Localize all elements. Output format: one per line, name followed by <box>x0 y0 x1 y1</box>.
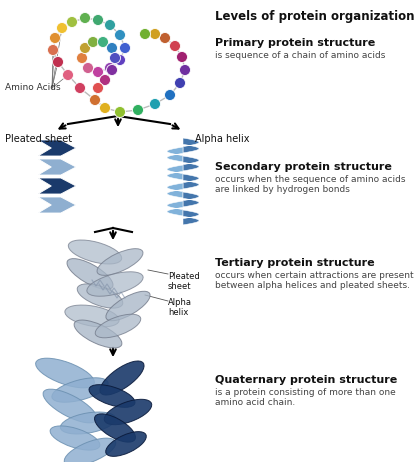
Ellipse shape <box>64 438 116 462</box>
Ellipse shape <box>89 385 135 407</box>
Circle shape <box>100 74 110 85</box>
Circle shape <box>110 53 121 63</box>
Circle shape <box>115 55 126 66</box>
Text: is a protein consisting of more than one
amino acid chain.: is a protein consisting of more than one… <box>215 388 396 407</box>
Ellipse shape <box>100 361 144 395</box>
Ellipse shape <box>106 432 146 456</box>
Polygon shape <box>38 140 76 156</box>
Polygon shape <box>38 197 76 213</box>
Ellipse shape <box>77 284 123 308</box>
Circle shape <box>165 90 176 101</box>
Ellipse shape <box>97 249 143 275</box>
Ellipse shape <box>67 259 113 289</box>
Polygon shape <box>38 159 76 175</box>
Circle shape <box>115 30 126 41</box>
Text: Levels of protein organization: Levels of protein organization <box>215 10 415 23</box>
Ellipse shape <box>60 412 116 434</box>
Circle shape <box>79 43 90 54</box>
Text: Secondary protein structure: Secondary protein structure <box>215 162 392 172</box>
Polygon shape <box>167 201 183 216</box>
Circle shape <box>105 62 116 73</box>
Polygon shape <box>183 210 199 225</box>
Polygon shape <box>183 192 199 207</box>
Ellipse shape <box>95 314 141 338</box>
Circle shape <box>150 98 160 109</box>
Ellipse shape <box>94 414 136 442</box>
Circle shape <box>79 12 90 24</box>
Circle shape <box>52 56 63 67</box>
Ellipse shape <box>65 305 119 327</box>
Circle shape <box>92 67 103 78</box>
Circle shape <box>174 78 186 89</box>
Polygon shape <box>183 138 199 153</box>
Text: is sequence of a chain of amino acids: is sequence of a chain of amino acids <box>215 51 386 60</box>
Circle shape <box>76 53 87 63</box>
Circle shape <box>92 14 103 25</box>
Ellipse shape <box>43 389 97 423</box>
Circle shape <box>89 95 100 105</box>
Circle shape <box>179 65 191 75</box>
Circle shape <box>139 29 150 39</box>
Circle shape <box>100 103 110 114</box>
Ellipse shape <box>36 358 94 388</box>
Polygon shape <box>167 147 183 162</box>
Circle shape <box>107 65 118 75</box>
Circle shape <box>160 32 171 43</box>
Ellipse shape <box>74 320 122 348</box>
Text: Pleated
sheet: Pleated sheet <box>168 272 200 292</box>
Circle shape <box>89 95 100 105</box>
Text: Primary protein structure: Primary protein structure <box>215 38 375 48</box>
Circle shape <box>132 104 144 116</box>
Text: Alpha
helix: Alpha helix <box>168 298 192 317</box>
Circle shape <box>115 107 126 117</box>
Circle shape <box>74 83 86 93</box>
Circle shape <box>57 23 68 34</box>
Polygon shape <box>183 156 199 171</box>
Circle shape <box>87 36 99 48</box>
Text: Tertiary protein structure: Tertiary protein structure <box>215 258 375 268</box>
Circle shape <box>107 43 118 54</box>
Polygon shape <box>167 183 183 198</box>
Circle shape <box>50 32 60 43</box>
Ellipse shape <box>52 378 108 402</box>
Circle shape <box>82 62 94 73</box>
Text: Pleated sheet: Pleated sheet <box>5 134 72 144</box>
Circle shape <box>47 44 58 55</box>
Text: occurs when the sequence of amino acids
are linked by hydrogen bonds: occurs when the sequence of amino acids … <box>215 175 405 195</box>
Ellipse shape <box>104 399 152 425</box>
Text: Alpha helix: Alpha helix <box>195 134 249 144</box>
Circle shape <box>176 51 187 62</box>
Polygon shape <box>167 165 183 180</box>
Text: Quaternary protein structure: Quaternary protein structure <box>215 375 397 385</box>
Ellipse shape <box>50 426 100 450</box>
Circle shape <box>105 19 116 30</box>
Circle shape <box>63 69 74 80</box>
Circle shape <box>92 83 103 93</box>
Ellipse shape <box>68 240 122 264</box>
Circle shape <box>150 29 160 39</box>
Text: occurs when certain attractions are present
between alpha helices and pleated sh: occurs when certain attractions are pres… <box>215 271 414 291</box>
Circle shape <box>66 17 78 28</box>
Polygon shape <box>183 174 199 189</box>
Circle shape <box>120 43 131 54</box>
Circle shape <box>97 36 108 48</box>
Text: Amino Acids: Amino Acids <box>5 84 60 92</box>
Ellipse shape <box>87 272 143 296</box>
Ellipse shape <box>106 291 150 321</box>
Circle shape <box>170 41 181 51</box>
Polygon shape <box>38 178 76 194</box>
